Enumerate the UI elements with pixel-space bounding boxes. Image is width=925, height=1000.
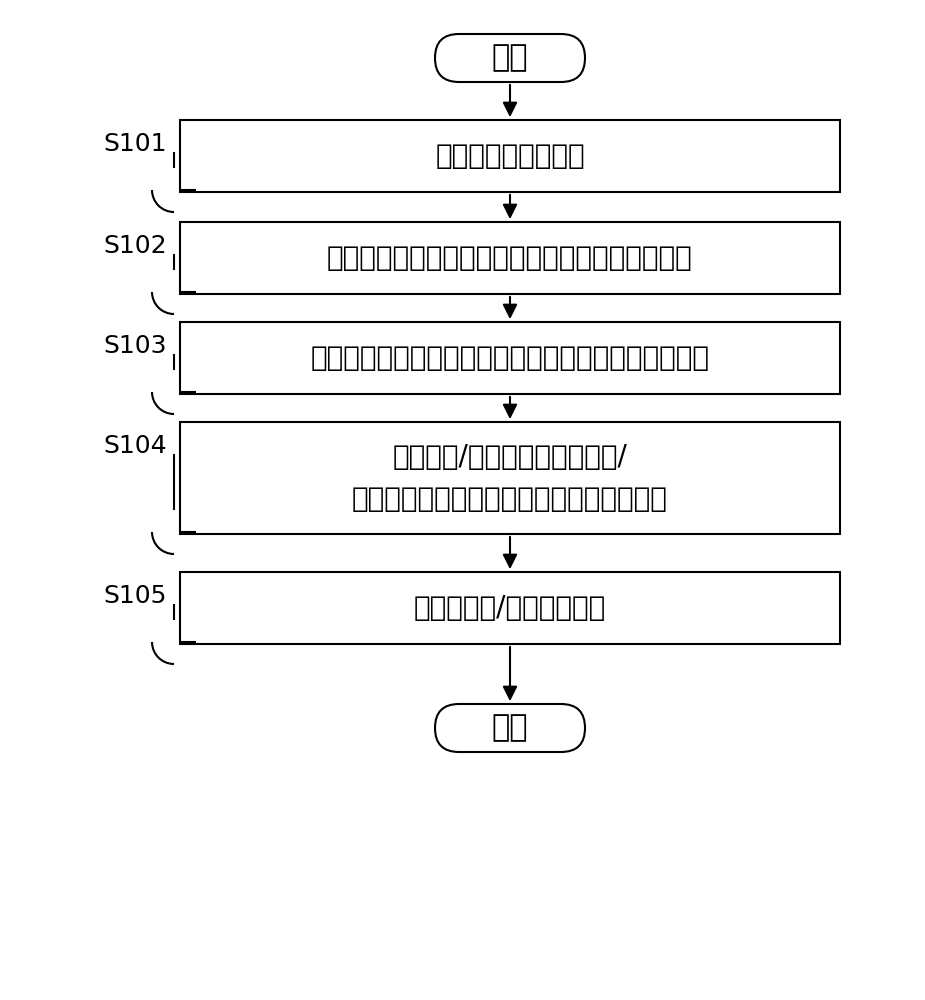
- Text: 当前荷电状态、当前交流阻抗和当前补偿电压进行修正: 当前荷电状态、当前交流阻抗和当前补偿电压进行修正: [311, 344, 709, 372]
- FancyBboxPatch shape: [435, 704, 585, 752]
- Text: S104: S104: [104, 434, 167, 458]
- Bar: [180, 422, 840, 534]
- Bar: [180, 120, 840, 192]
- Bar: [180, 322, 840, 394]
- Text: 结束: 结束: [492, 714, 528, 742]
- Text: 以多个充/放电电流值对电池充/
放电预设时间，计算对应的估算电池电压值: 以多个充/放电电流值对电池充/ 放电预设时间，计算对应的估算电池电压值: [352, 443, 668, 513]
- Bar: [180, 222, 840, 294]
- Text: S101: S101: [104, 132, 167, 156]
- Text: 计算当前荷电状态、当前交流阻抗和当前补偿电压: 计算当前荷电状态、当前交流阻抗和当前补偿电压: [327, 244, 693, 272]
- Text: S103: S103: [104, 334, 167, 358]
- Text: 开始: 开始: [492, 43, 528, 73]
- Bar: [180, 572, 840, 644]
- FancyBboxPatch shape: [435, 34, 585, 82]
- Text: 对电池单元进行测试: 对电池单元进行测试: [435, 142, 585, 170]
- Text: 计算电池充/放电电流限值: 计算电池充/放电电流限值: [413, 594, 606, 622]
- Text: S105: S105: [104, 584, 167, 608]
- Text: S102: S102: [104, 234, 167, 258]
